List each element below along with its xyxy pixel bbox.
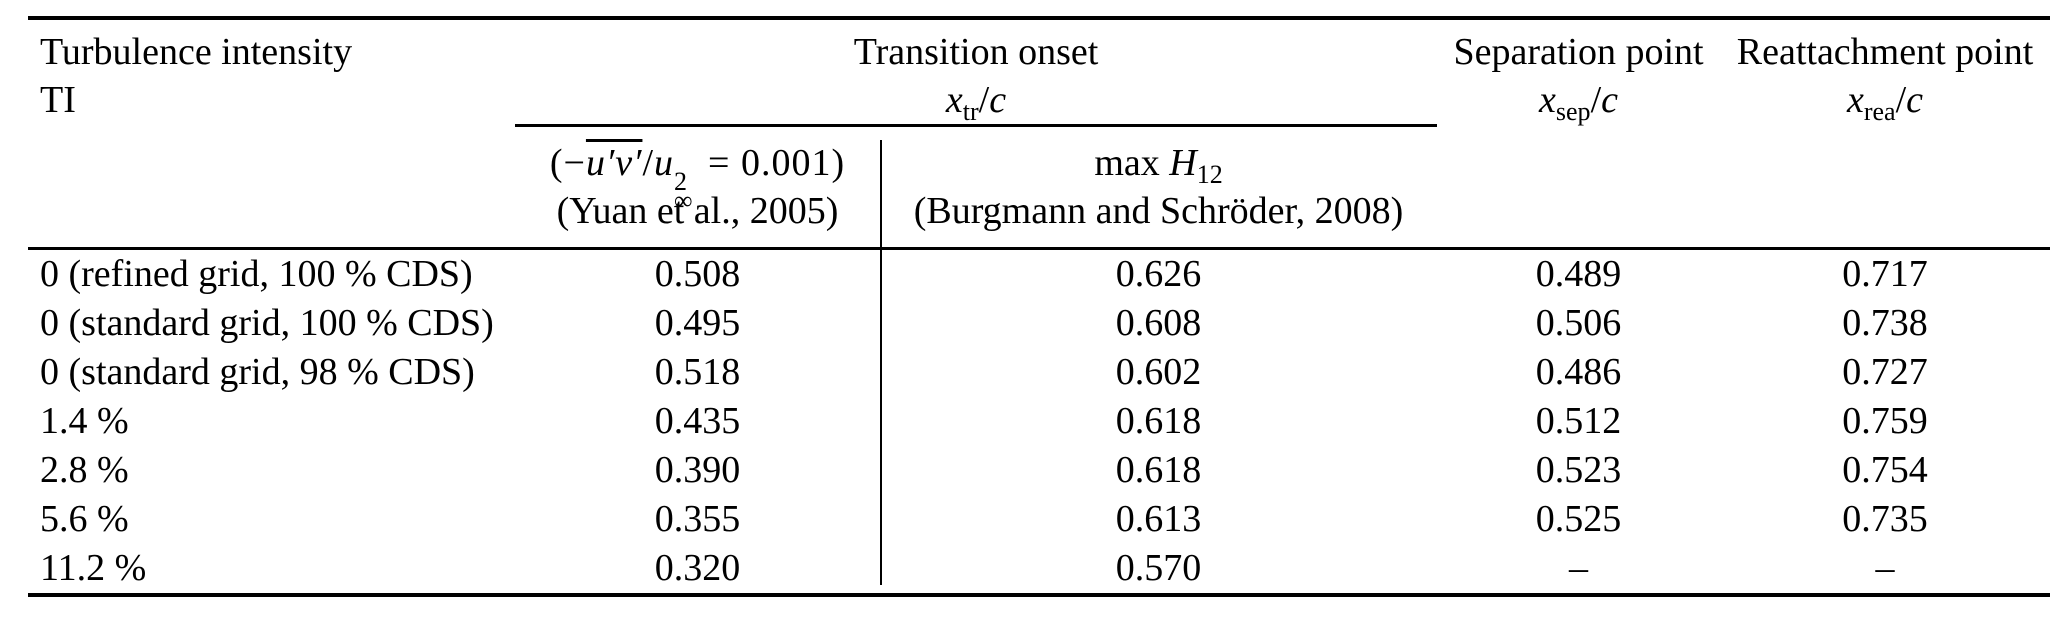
yuan-citation: (Yuan et al., 2005)	[556, 190, 839, 232]
value-separation: 0.506	[1535, 302, 1622, 344]
table-row: 5.6 % 0.355 0.613 0.525 0.735	[28, 495, 2050, 544]
row-label: 0 (standard grid, 100 % CDS)	[40, 302, 494, 344]
value-transition-yuan: 0.435	[654, 400, 741, 442]
value-reattachment: 0.735	[1842, 498, 1928, 540]
math-u-sup-sub: 2 ∞	[674, 167, 698, 215]
column-header-reattachment-point: Reattachment point xrea/c	[1720, 18, 2050, 249]
value-separation: 0.525	[1535, 498, 1622, 540]
value-separation: –	[1569, 547, 1589, 589]
table-row: 1.4 % 0.435 0.618 0.512 0.759	[28, 397, 2050, 446]
subheader-row: (−u′v′/u 2 ∞ = 0.001) (Yuan et al., 2005) …	[28, 126, 2050, 249]
math-uv-overline: u′v′	[585, 142, 643, 184]
value-reattachment: 0.754	[1842, 449, 1928, 491]
value-transition-h12: 0.613	[1115, 498, 1202, 540]
math-slash: /	[1895, 79, 1907, 121]
value-separation: 0.512	[1535, 400, 1622, 442]
yuan-criterion-formula: (−u′v′/u 2 ∞ = 0.001)	[515, 139, 880, 213]
value-transition-yuan: 0.495	[654, 302, 741, 344]
value-transition-yuan: 0.508	[515, 247, 880, 299]
math-c: c	[1906, 79, 1924, 121]
row-label: 0 (refined grid, 100 % CDS)	[28, 247, 515, 299]
math-x: x	[945, 79, 963, 121]
row-label: 5.6 %	[40, 498, 129, 540]
value-transition-h12: 0.602	[1115, 351, 1202, 393]
header-turbulence-intensity-title: Turbulence intensity	[40, 31, 353, 73]
row-label: 11.2 %	[40, 547, 147, 589]
math-sub-sep: sep	[1555, 97, 1591, 126]
column-header-separation-point: Separation point xsep/c	[1437, 18, 1720, 249]
math-subscript-infinity: ∞	[674, 185, 694, 215]
h12-criterion-formula: max H12	[880, 139, 1437, 189]
value-transition-yuan: 0.320	[654, 547, 741, 589]
header-reattachment-title: Reattachment point	[1736, 31, 2034, 73]
table-row: 11.2 % 0.320 0.570 – –	[28, 544, 2050, 595]
value-transition-h12: 0.618	[1115, 400, 1202, 442]
value-reattachment: 0.738	[1842, 302, 1928, 344]
table-row: 0 (standard grid, 100 % CDS) 0.495 0.608…	[28, 299, 2050, 348]
header-turbulence-intensity-symbol: TI	[40, 79, 76, 121]
burgmann-citation: (Burgmann and Schröder, 2008)	[913, 190, 1404, 232]
math-equals-value: = 0.001)	[697, 142, 846, 184]
header-transition-onset-title: Transition onset	[853, 31, 1099, 73]
math-max: max	[1094, 142, 1170, 184]
header-separation-symbol: xsep/c	[1437, 76, 1720, 126]
math-superscript-2: 2	[674, 167, 688, 196]
math-x: x	[1539, 79, 1556, 121]
table-row: 2.8 % 0.390 0.618 0.523 0.754	[28, 446, 2050, 495]
math-sub-12: 12	[1196, 160, 1223, 189]
math-sub-tr: tr	[962, 97, 979, 126]
column-header-turbulence-intensity: Turbulence intensity TI	[28, 18, 515, 249]
row-label: 1.4 %	[40, 400, 129, 442]
column-header-transition-onset: Transition onset xtr/c	[515, 18, 1438, 127]
math-open-paren-minus: (−	[549, 142, 586, 184]
math-H: H	[1169, 142, 1197, 184]
column-divider-rule	[880, 140, 882, 585]
value-separation: 0.486	[1535, 351, 1622, 393]
value-transition-h12: 0.626	[880, 247, 1438, 299]
value-transition-h12: 0.570	[1115, 547, 1202, 589]
header-separation-title: Separation point	[1453, 31, 1704, 73]
value-reattachment: 0.759	[1842, 400, 1928, 442]
math-x: x	[1846, 79, 1864, 121]
header-reattachment-symbol: xrea/c	[1720, 76, 2050, 126]
math-sub-rea: rea	[1863, 97, 1896, 126]
header-row: Turbulence intensity TI Transition onset…	[28, 18, 2050, 127]
row-label: 2.8 %	[40, 449, 129, 491]
value-transition-yuan: 0.390	[654, 449, 741, 491]
value-reattachment: 0.727	[1842, 351, 1928, 393]
subheader-yuan-criterion: (−u′v′/u 2 ∞ = 0.001) (Yuan et al., 2005)	[515, 126, 880, 249]
value-reattachment: 0.717	[1720, 247, 2051, 299]
value-separation: 0.489	[1437, 247, 1721, 299]
row-label: 0 (standard grid, 98 % CDS)	[40, 351, 475, 393]
subheader-h12-criterion: max H12 (Burgmann and Schröder, 2008)	[880, 126, 1437, 249]
math-slash: /	[978, 79, 990, 121]
value-transition-h12: 0.608	[1115, 302, 1202, 344]
math-c: c	[1601, 79, 1618, 121]
table-row: 0 (standard grid, 98 % CDS) 0.518 0.602 …	[28, 348, 2050, 397]
math-slash: /	[1590, 79, 1602, 121]
header-transition-onset-symbol: xtr/c	[515, 76, 1437, 126]
math-u: u	[654, 142, 674, 184]
value-transition-h12: 0.618	[1115, 449, 1202, 491]
math-slash: /	[642, 142, 654, 184]
value-transition-yuan: 0.518	[654, 351, 741, 393]
table-row: 0 (refined grid, 100 % CDS) 0.508 0.626 …	[28, 247, 2051, 299]
value-separation: 0.523	[1535, 449, 1622, 491]
value-transition-yuan: 0.355	[654, 498, 741, 540]
value-reattachment: –	[1875, 547, 1895, 589]
math-c: c	[989, 79, 1007, 121]
results-table: Turbulence intensity TI Transition onset…	[28, 16, 2051, 597]
